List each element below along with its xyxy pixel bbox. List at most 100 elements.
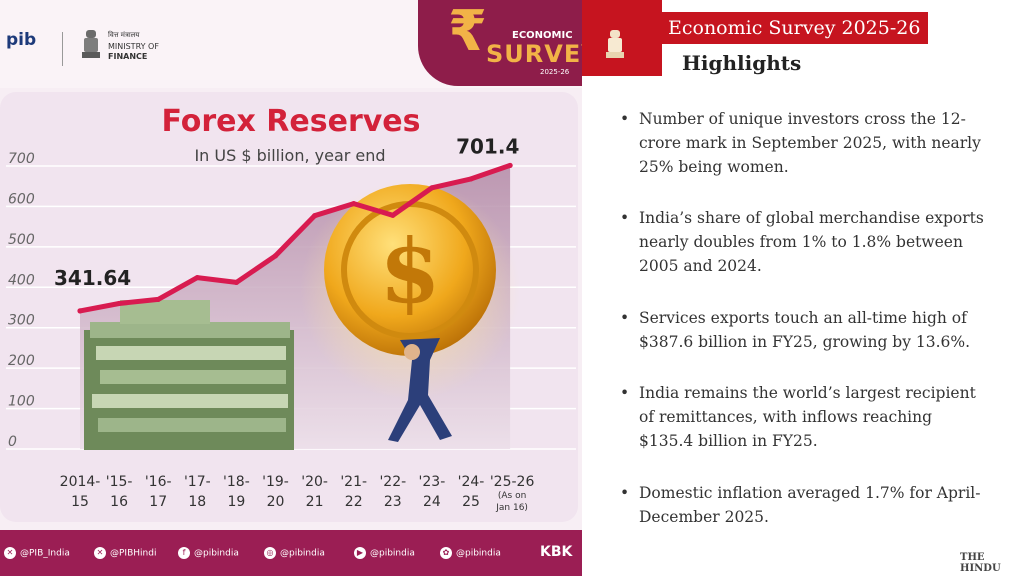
data-point [272, 253, 279, 259]
highlight-line: Domestic inflation averaged 1.7% for Apr… [639, 484, 981, 502]
national-emblem-icon [606, 30, 624, 58]
highlights-header-bg [662, 12, 928, 44]
bullet: • [620, 384, 630, 402]
x-tick-label: '24-25 [458, 474, 485, 510]
bullet: • [620, 110, 630, 128]
y-tick-label: 100 [8, 394, 35, 410]
y-tick-label: 300 [8, 313, 35, 329]
header-red-strip [582, 0, 662, 76]
pib-logo: pib [6, 30, 37, 50]
data-point [468, 176, 474, 182]
data-point [194, 274, 200, 281]
data-label: 341.64 [54, 266, 131, 290]
data-point [507, 162, 513, 169]
data-point [351, 200, 357, 207]
data-point [429, 185, 435, 191]
economic-survey-badge [418, 0, 582, 86]
highlight-line: $135.4 billion in FY25. [639, 432, 818, 450]
highlight-line: crore mark in September 2025, with nearl… [639, 134, 981, 152]
y-tick-label: 700 [8, 151, 35, 167]
social-handle: @pibindia [370, 548, 415, 559]
header-divider [62, 32, 63, 66]
forex-chart: 0 100 200 300 400 500 600 700 $ 341.64 701.4 201… [6, 134, 576, 513]
badge-survey: SURVEY [486, 40, 600, 68]
rupee-icon: ₹ [448, 0, 487, 64]
x-tick-label: '16-17 [145, 474, 172, 510]
data-point [116, 300, 122, 307]
y-tick-label: 500 [8, 232, 35, 248]
data-labels: 341.64 701.4 [54, 134, 519, 289]
ministry-hindi: वित्त मंत्रालय [108, 31, 140, 39]
data-point [233, 279, 239, 286]
x-icon: ✕ [4, 547, 16, 559]
facebook-icon: f [178, 547, 190, 559]
source-logo: THE HINDU [960, 552, 1001, 574]
y-tick-label: 600 [8, 191, 35, 207]
data-point [77, 308, 83, 314]
youtube-icon: ▶ [354, 547, 366, 559]
x-tick-label: '19-20 [262, 474, 289, 510]
x-tick-label: '22-23 [379, 474, 406, 510]
highlights-subheader: Highlights [682, 51, 802, 75]
x-tick-label: '21-22 [340, 474, 367, 510]
highlights-header: Economic Survey 2025-26 [668, 17, 921, 39]
data-point [390, 212, 396, 218]
koo-icon: ✿ [440, 547, 452, 559]
social-x-pib-india[interactable]: ✕ @PIB_India [4, 547, 70, 559]
national-emblem-icon [82, 30, 100, 58]
y-tick-label: 0 [8, 434, 17, 450]
bullet: • [620, 484, 630, 502]
highlight-line: 2005 and 2024. [639, 257, 762, 275]
social-youtube[interactable]: ▶ @pibindia [354, 547, 415, 559]
chart-subtitle: In US $ billion, year end [194, 146, 386, 165]
highlight-line: of remittances, with inflows reaching [639, 408, 933, 426]
forex-line [77, 162, 513, 314]
data-point [312, 213, 318, 219]
x-icon: ✕ [94, 547, 106, 559]
social-koo[interactable]: ✿ @pibindia [440, 547, 501, 559]
data-label: 701.4 [456, 134, 519, 158]
social-instagram[interactable]: ◎ @pibindia [264, 547, 325, 559]
credit-mark: KBK [540, 544, 573, 560]
highlight-line: Services exports touch an all-time high … [639, 309, 967, 327]
data-point [155, 296, 161, 303]
x-tick-label: '20-21 [301, 474, 328, 510]
data-points [77, 162, 513, 314]
x-tick-label: '18-19 [223, 474, 250, 510]
highlight-line: December 2025. [639, 508, 769, 526]
x-tick-label: '17-18 [184, 474, 211, 510]
bullet: • [620, 209, 630, 227]
y-tick-label: 200 [8, 353, 35, 369]
highlight-line: nearly doubles from 1% to 1.8% between [639, 233, 963, 251]
highlight-line: India remains the world’s largest recipi… [639, 384, 976, 402]
badge-economic: ECONOMIC [512, 30, 573, 41]
highlights-panel [582, 0, 1024, 576]
highlight-line: 25% being women. [639, 158, 789, 176]
social-x-pib-hindi[interactable]: ✕ @PIBHindi [94, 547, 156, 559]
ministry-line1: MINISTRY OF [108, 42, 159, 51]
highlight-line: Number of unique investors cross the 12- [639, 110, 966, 128]
ministry-line2: FINANCE [108, 52, 148, 61]
social-handle: @pibindia [194, 548, 239, 559]
svg-text:$: $ [379, 219, 440, 323]
highlight-line: India’s share of global merchandise expo… [639, 209, 984, 227]
social-handle: @PIBHindi [110, 548, 157, 559]
x-tick-label: '15-16 [106, 474, 133, 510]
badge-years: 2025-26 [540, 68, 570, 76]
x-axis-ticks: 2014-15'15-16 '16-17 '17-18 '18-19 '19-20 '20… [60, 474, 535, 513]
x-tick-label: 2014-15 [60, 474, 101, 510]
coin-illustration: $ [300, 180, 520, 442]
social-handle: @PIB_India [20, 548, 70, 559]
social-handle: @pibindia [280, 548, 325, 559]
y-tick-label: 400 [8, 272, 35, 288]
social-handle: @pibindia [456, 548, 501, 559]
highlight-line: $387.6 billion in FY25, growing by 13.6%… [639, 333, 971, 351]
social-facebook[interactable]: f @pibindia [178, 547, 239, 559]
x-tick-label: '23-24 [419, 474, 446, 510]
x-tick-label: '25-26 (As on Jan 16) [490, 474, 535, 513]
y-axis-ticks: 0 100 200 300 400 500 600 700 [8, 151, 35, 450]
money-stack-illustration [84, 300, 294, 450]
bullet: • [620, 309, 630, 327]
instagram-icon: ◎ [264, 547, 276, 559]
chart-title: Forex Reserves [161, 104, 421, 139]
